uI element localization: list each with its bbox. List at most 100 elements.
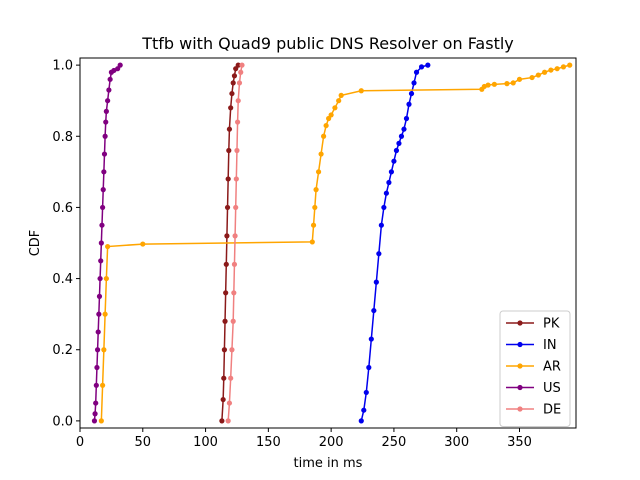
data-point-ar [313,187,319,193]
data-point-ar [328,112,334,118]
data-point-ar [315,169,322,175]
x-axis: 0 50 100 150 200 250 300 350 [76,428,532,450]
data-point-ar [102,311,108,317]
data-point-in [383,190,389,196]
data-point-pk [230,80,236,86]
y-tick-label: 0.6 [52,201,73,216]
x-tick-label: 250 [382,435,407,450]
data-point-de [229,347,235,353]
data-point-ar [98,418,104,424]
data-point-de [225,418,231,424]
data-point-us [117,62,123,68]
data-point-pk [221,347,228,353]
legend-label: IN [543,338,557,353]
data-point-pk [224,233,230,239]
data-point-in [393,147,400,154]
legend-label: AR [543,360,561,375]
data-point-in [386,179,392,186]
data-point-ar [140,241,146,247]
data-point-pk [226,126,233,132]
data-point-ar [504,81,510,87]
data-point-ar [491,81,497,87]
data-point-in [381,204,387,211]
data-point-us [106,87,112,93]
legend-entry-de: DE [506,403,561,418]
data-point-ar [485,82,491,88]
data-point-us [101,169,107,175]
legend: PK IN AR US DE [499,310,571,427]
legend-entry-pk: PK [506,317,560,332]
data-point-us [98,240,104,246]
chart-title: Ttfb with Quad9 public DNS Resolver on F… [141,34,514,53]
y-tick-label: 0.8 [52,130,73,145]
data-point-pk [220,396,226,403]
data-point-in [418,64,425,70]
x-tick-label: 350 [507,435,532,450]
data-point-in [398,133,405,139]
data-point-us [98,258,104,264]
data-point-in [388,169,395,175]
y-tick-label: 0.2 [52,343,73,358]
legend-swatch-marker [517,320,523,326]
x-tick-label: 150 [256,435,281,450]
data-point-in [378,222,384,228]
y-tick-label: 0.4 [52,272,73,287]
legend-swatch-marker [517,384,523,391]
data-point-in [376,251,382,257]
data-point-de [239,62,245,68]
data-point-ar [321,133,327,139]
series-us [91,62,123,424]
data-point-in [358,418,364,424]
y-axis: 0.0 0.2 0.4 0.6 0.8 1.0 [52,59,80,429]
data-point-in [368,336,374,342]
data-point-ar [542,69,548,75]
data-point-us [94,364,100,371]
data-point-us [96,311,102,317]
data-point-ar [516,76,523,82]
data-point-de [238,69,244,75]
legend-label: US [543,381,561,396]
x-tick-label: 100 [193,435,218,450]
data-point-ar [309,239,315,245]
data-point-in [406,101,412,107]
y-tick-label: 0.0 [52,414,73,429]
data-point-us [97,275,103,282]
data-point-pk [226,147,232,154]
data-point-de [231,261,238,267]
x-tick-label: 0 [76,435,84,450]
series-pk [219,62,241,424]
data-point-ar [312,204,318,211]
data-point-ar [535,72,541,78]
data-point-de [233,176,239,182]
legend-box [499,310,571,427]
legend-entry-us: US [506,381,561,396]
data-point-us [94,347,101,353]
data-point-de [236,80,243,86]
legend-entry-in: IN [506,338,557,353]
data-point-pk [235,62,241,68]
data-point-us [105,98,111,104]
data-point-in [366,364,372,371]
data-point-us [103,108,109,114]
data-point-in [413,69,420,75]
data-point-ar [338,92,344,98]
legend-swatch-marker [517,406,523,412]
data-point-us [96,293,103,299]
data-point-us [100,187,106,193]
x-tick-label: 200 [319,435,344,450]
series-in [358,62,431,424]
x-axis-label: time in ms [294,456,363,471]
legend-swatch-marker [517,363,523,369]
data-point-in [371,307,377,314]
data-point-pk [223,290,229,296]
data-point-ar [310,222,317,228]
legend-swatch-marker [517,341,523,348]
data-point-pk [225,176,231,182]
data-point-us [93,400,99,406]
data-point-de [228,375,234,381]
data-point-ar [323,122,329,129]
data-point-de [234,147,240,154]
legend-label: DE [543,403,561,418]
x-tick-label: 50 [135,435,152,450]
